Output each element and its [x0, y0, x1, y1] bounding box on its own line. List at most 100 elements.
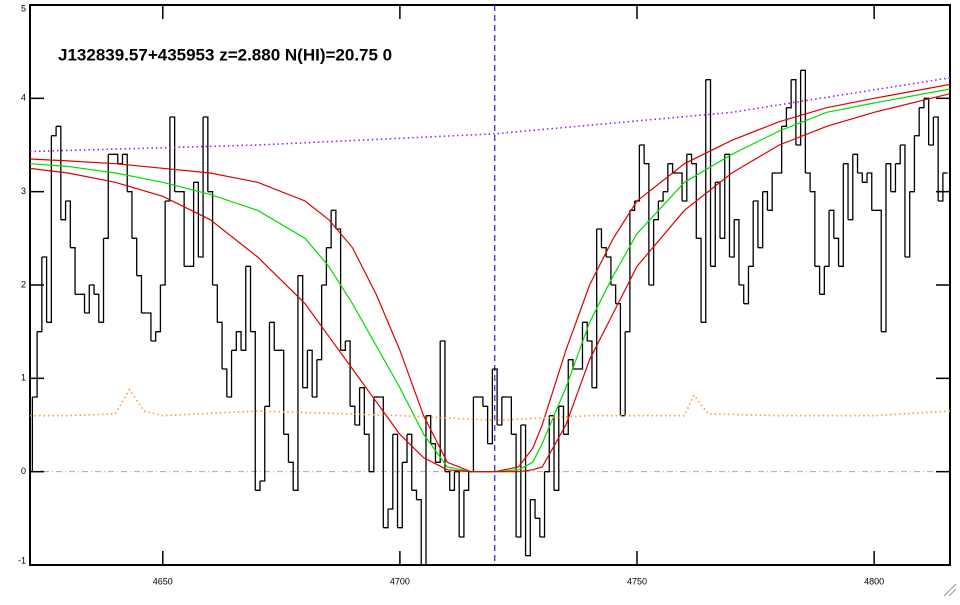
flux-step [558, 405, 565, 435]
flux-step [909, 135, 916, 193]
flux-step [459, 490, 465, 538]
flux-step [217, 321, 223, 369]
flux-step [122, 153, 128, 192]
flux-step [354, 387, 361, 426]
flux-step [596, 228, 603, 248]
flux-step [359, 387, 365, 435]
flux-step [207, 191, 214, 285]
flux-step [601, 247, 607, 257]
flux-step [914, 107, 920, 137]
x-tick-label: 4750 [627, 576, 647, 586]
flux-step [150, 331, 157, 342]
flux-step [430, 443, 437, 463]
flux-step [397, 462, 403, 529]
flux-step [563, 359, 569, 435]
flux-step [587, 340, 593, 388]
flux-step [933, 116, 939, 201]
flux-step [762, 191, 769, 211]
flux-step [535, 517, 541, 537]
x-tick-label: 4800 [864, 576, 884, 586]
flux-step [682, 154, 688, 202]
flux-step [720, 154, 726, 239]
flux-step [843, 163, 849, 220]
chart-annotation: J132839.57+435953 z=2.880 N(HI)=20.75 0 [58, 45, 392, 64]
flux-step [511, 433, 517, 537]
flux-step [487, 369, 494, 445]
flux-step [269, 321, 275, 351]
flux-step [32, 331, 38, 398]
flux-step [824, 210, 830, 267]
flux-step [236, 331, 242, 351]
flux-step [293, 275, 299, 491]
flux-step [160, 201, 166, 286]
flux-step [65, 200, 71, 248]
flux-step [369, 397, 375, 473]
flux-step [231, 331, 237, 351]
flux-step [577, 322, 584, 370]
flux-step [591, 229, 598, 389]
flux-step [407, 433, 413, 491]
flux-step [848, 154, 854, 221]
flux-step [544, 415, 550, 473]
flux-step [890, 163, 897, 193]
flux-step [302, 350, 309, 389]
flux-step [316, 285, 323, 361]
flux-step [776, 126, 783, 174]
flux-step [881, 163, 887, 333]
flux-step [492, 368, 498, 425]
flux-step [165, 117, 171, 202]
flux-step [212, 284, 218, 323]
flux-step [378, 396, 384, 528]
flux-step [805, 172, 811, 192]
flux-step [506, 396, 512, 435]
flux-step [516, 425, 522, 538]
y-tick-label: 4 [21, 93, 26, 103]
flux-step [582, 321, 588, 341]
flux-step [819, 266, 825, 295]
flux-step [800, 69, 807, 173]
flux-step [857, 172, 863, 183]
flux-step [743, 266, 750, 305]
flux-step [862, 173, 868, 183]
flux-step [335, 228, 342, 351]
flux-step [402, 434, 408, 463]
flux-step [278, 349, 285, 435]
flux-step [70, 247, 76, 295]
flux-step [748, 201, 754, 267]
flux-step [928, 117, 935, 146]
flux-step [463, 471, 470, 491]
flux-step [833, 237, 840, 267]
flux-step [51, 126, 57, 137]
flux-step [41, 256, 48, 323]
flux-step [46, 135, 52, 323]
flux-step [729, 219, 735, 258]
dotted-curve [30, 388, 950, 422]
flux-step [364, 433, 370, 472]
flux-step [478, 396, 484, 407]
flux-step [260, 406, 266, 482]
flux-step [691, 163, 697, 239]
flux-step [530, 499, 536, 519]
flux-step [653, 201, 660, 221]
flux-step [203, 116, 209, 192]
flux-step [634, 145, 641, 202]
flux-step [734, 219, 740, 285]
flux-step [701, 79, 707, 323]
flux-step [606, 256, 612, 285]
flux-step [383, 509, 389, 529]
flux-step [677, 172, 683, 201]
flux-step [136, 275, 143, 313]
flux-step [554, 406, 560, 491]
flux-step [297, 275, 304, 388]
flux-step [767, 173, 773, 211]
x-tick-label: 4700 [390, 576, 410, 586]
flux-step [482, 405, 489, 444]
flux-step [388, 434, 394, 510]
flux-step [867, 172, 873, 211]
flux-step [411, 489, 418, 500]
flux-step [84, 285, 90, 314]
flux-step [392, 433, 399, 528]
flux-step [425, 415, 432, 444]
flux-step [724, 153, 731, 257]
